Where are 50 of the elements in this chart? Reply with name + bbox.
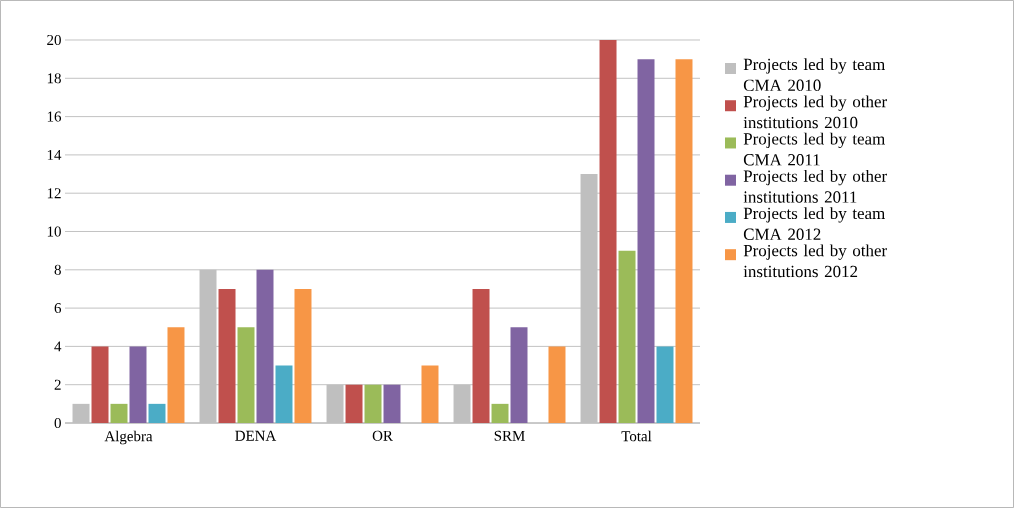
bar — [345, 384, 363, 423]
bar — [275, 365, 293, 423]
bar — [91, 346, 109, 423]
bar — [491, 403, 509, 423]
y-tick-label: 8 — [54, 264, 61, 275]
y-tick-label: 20 — [47, 34, 61, 46]
bar — [326, 384, 344, 423]
bar — [218, 288, 236, 423]
y-tick-label: 4 — [54, 341, 62, 352]
y-tick-label: 2 — [54, 379, 61, 390]
y-tick-label: 12 — [47, 188, 61, 199]
legend-label: Projects led by team CMA 2010 — [743, 58, 885, 92]
y-tick-label: 10 — [47, 226, 61, 237]
x-tick-label: DENA — [235, 430, 277, 441]
bar — [199, 269, 217, 423]
legend-label: Projects led by other institutions 2010 — [743, 95, 887, 129]
bar — [167, 327, 185, 423]
bar — [548, 346, 566, 423]
bar — [675, 59, 693, 423]
legend-label: Projects led by team CMA 2012 — [743, 207, 885, 240]
legend-label: Projects led by other institutions 2011 — [743, 169, 887, 203]
x-tick-label: SRM — [494, 430, 525, 441]
bar — [129, 346, 147, 423]
bar — [637, 59, 655, 423]
y-tick-label: 16 — [47, 111, 62, 122]
bar — [472, 288, 490, 423]
x-tick-label: OR — [372, 430, 393, 441]
y-tick-label: 14 — [47, 149, 62, 160]
bar — [110, 403, 128, 423]
legend-label: Projects led by other institutions 2012 — [743, 244, 887, 278]
bar — [656, 346, 674, 423]
legend-label: Projects led by team CMA 2011 — [743, 132, 885, 166]
y-tick-label: 6 — [54, 303, 62, 314]
y-tick-label: 18 — [47, 73, 61, 84]
bar — [453, 384, 471, 423]
bar — [72, 403, 90, 423]
x-tick-label: Total — [621, 430, 652, 442]
bar — [294, 288, 312, 423]
bar — [383, 384, 401, 423]
bar — [256, 269, 274, 423]
x-tick-label: Algebra — [104, 430, 153, 445]
bar — [148, 403, 166, 423]
bar — [580, 174, 598, 423]
bar — [421, 365, 439, 423]
bar — [510, 327, 528, 423]
y-tick-label: 0 — [54, 417, 61, 429]
bar — [364, 384, 382, 423]
bar — [618, 250, 636, 423]
bar — [599, 40, 617, 423]
bar — [237, 327, 255, 423]
